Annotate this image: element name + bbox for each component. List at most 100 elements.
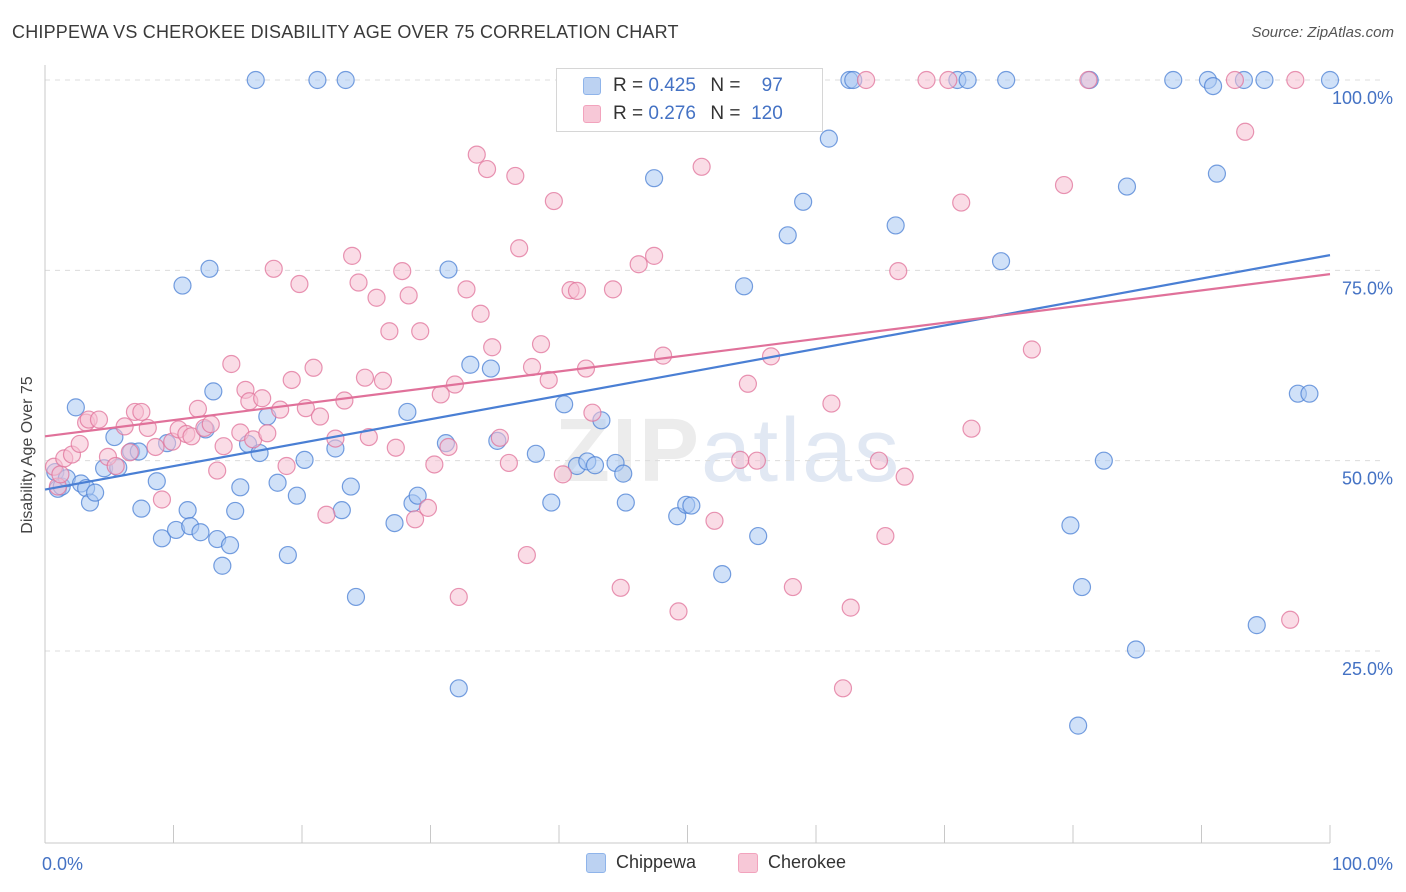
point-chippewa [734, 277, 754, 296]
point-cherokee [282, 370, 301, 390]
point-chippewa [336, 70, 355, 90]
point-chippewa [173, 276, 192, 295]
point-chippewa [191, 523, 210, 542]
point-cherokee [70, 434, 89, 454]
point-cherokee [405, 510, 425, 529]
point-cherokee [467, 145, 486, 164]
legend-row-cherokee: R = 0.276 N = 120 [583, 103, 783, 125]
point-chippewa [346, 587, 366, 607]
point-cherokee [51, 465, 70, 484]
point-chippewa [295, 450, 314, 470]
point-cherokee [439, 437, 458, 457]
point-cherokee [1225, 70, 1245, 90]
y-tick-label: 50.0% [1342, 469, 1393, 489]
point-chippewa [585, 456, 605, 475]
point-cherokee [380, 322, 399, 341]
point-cherokee [483, 338, 502, 357]
point-cherokee [411, 322, 430, 341]
point-cherokee [1286, 70, 1305, 90]
point-cherokee [317, 505, 336, 524]
point-cherokee [506, 166, 525, 186]
point-cherokee [290, 274, 309, 294]
point-cherokee [833, 679, 853, 698]
y-tick-label: 100.0% [1332, 88, 1393, 108]
point-cherokee [89, 410, 109, 429]
bottom-legend-cherokee: Cherokee [738, 852, 846, 873]
point-cherokee [962, 419, 981, 438]
point-chippewa [152, 529, 172, 548]
legend-n-label: N = [710, 103, 741, 124]
point-chippewa [200, 259, 219, 278]
point-chippewa [749, 526, 768, 546]
point-cherokee [146, 437, 165, 457]
point-cherokee [939, 70, 958, 90]
trend-line-cherokee [44, 273, 1331, 438]
point-chippewa [1255, 70, 1274, 90]
bottom-legend-label-chippewa: Chippewa [616, 852, 697, 872]
point-cherokee [692, 157, 711, 176]
point-chippewa [308, 70, 327, 90]
legend-n-label: N = [710, 75, 741, 96]
point-chippewa [287, 486, 306, 505]
point-cherokee [418, 498, 438, 517]
point-chippewa [991, 252, 1011, 271]
point-chippewa [794, 192, 813, 211]
point-cherokee [182, 427, 201, 446]
point-cherokee [876, 526, 895, 546]
point-cherokee [132, 402, 151, 422]
point-cherokee [1281, 610, 1300, 629]
point-cherokee [653, 346, 673, 365]
point-cherokee [373, 371, 393, 390]
point-chippewa [86, 483, 105, 502]
point-chippewa [481, 359, 500, 378]
point-chippewa [246, 70, 265, 90]
point-cherokee [783, 577, 802, 597]
point-cherokee [188, 399, 208, 418]
point-chippewa [1320, 70, 1340, 90]
point-cherokee [425, 455, 444, 474]
point-chippewa [997, 70, 1016, 90]
point-chippewa [1072, 577, 1092, 597]
point-cherokee [208, 461, 227, 480]
point-cherokee [258, 424, 277, 443]
legend-swatch-cherokee [583, 105, 601, 123]
point-cherokee [531, 335, 551, 354]
point-chippewa [1126, 640, 1146, 659]
point-chippewa [147, 472, 166, 491]
legend-r-label: R = [613, 75, 644, 96]
point-cherokee [359, 427, 378, 447]
point-chippewa [1061, 516, 1080, 535]
point-cherokee [539, 370, 558, 390]
point-cherokee [522, 357, 542, 377]
legend-row-chippewa: R = 0.425 N = 97 [583, 75, 783, 97]
point-cherokee [271, 400, 290, 419]
point-chippewa [644, 169, 664, 188]
point-cherokee [510, 239, 529, 258]
point-cherokee [152, 490, 172, 509]
point-chippewa [713, 565, 732, 584]
stats-legend: R = 0.425 N = 97 R = 0.276 N = 120 [556, 68, 823, 132]
watermark-atlas: atlas [701, 401, 902, 501]
point-cherokee [917, 70, 936, 90]
point-cherokee [544, 191, 563, 211]
point-cherokee [386, 438, 405, 457]
watermark-zip: ZIP [555, 401, 702, 501]
point-cherokee [201, 415, 220, 434]
point-cherokee [304, 358, 323, 377]
point-chippewa [542, 493, 561, 512]
legend-n-value: 120 [751, 103, 783, 124]
point-cherokee [583, 403, 602, 422]
point-chippewa [1164, 70, 1183, 90]
point-cherokee [399, 286, 418, 305]
point-cherokee [705, 511, 724, 530]
point-cherokee [611, 578, 630, 597]
point-cherokee [349, 273, 368, 292]
bottom-legend-swatch-chippewa [586, 852, 606, 873]
point-cherokee [952, 193, 971, 212]
point-chippewa [682, 496, 701, 515]
point-chippewa [461, 355, 480, 374]
point-cherokee [471, 304, 490, 323]
point-cherokee [857, 70, 876, 90]
legend-r-value: 0.425 [648, 75, 696, 96]
point-cherokee [355, 368, 375, 387]
